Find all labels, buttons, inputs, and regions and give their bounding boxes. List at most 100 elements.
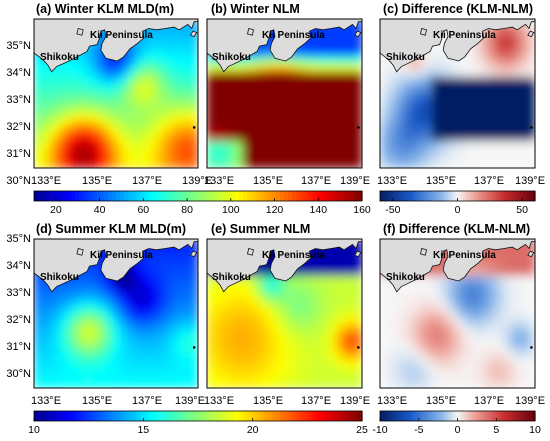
mld-cell <box>142 360 150 368</box>
mld-cell <box>472 329 479 336</box>
mld-cell <box>49 376 57 384</box>
mld-cell <box>273 344 280 352</box>
mld-cell <box>170 130 177 137</box>
mld-cell <box>216 156 223 164</box>
mld-cell <box>49 119 57 126</box>
mld-cell <box>39 146 46 153</box>
mld-cell <box>148 93 155 100</box>
mld-cell <box>488 275 495 283</box>
mld-cell <box>237 318 244 325</box>
mld-cell <box>216 302 223 309</box>
mld-cell <box>309 259 316 267</box>
mld-cell <box>441 254 448 261</box>
mld-cell <box>524 87 531 94</box>
mld-cell <box>211 344 218 352</box>
mld-cell <box>472 313 479 320</box>
mld-cell <box>519 109 526 116</box>
mld-cell <box>330 162 337 168</box>
mld-cell <box>493 146 500 153</box>
mld-cell <box>389 162 396 168</box>
mld-cell <box>405 313 412 320</box>
mld-cell <box>263 82 270 89</box>
mld-cell <box>66 376 73 384</box>
mld-cell <box>273 366 280 373</box>
label-kii-d: Kii Peninsula <box>90 250 153 261</box>
mld-cell <box>304 130 311 137</box>
mld-cell <box>88 103 95 110</box>
mld-cell <box>335 34 342 41</box>
mld-cell <box>335 366 342 373</box>
mld-cell <box>93 77 101 84</box>
mld-cell <box>340 323 347 330</box>
mld-cell <box>493 156 500 164</box>
mld-cell <box>181 119 188 126</box>
mld-cell <box>278 371 285 378</box>
mld-cell <box>503 350 510 357</box>
mld-cell <box>441 151 448 158</box>
mld-cell <box>258 270 265 277</box>
mld-cell <box>356 243 362 251</box>
mld-cell <box>55 344 62 352</box>
mld-cell <box>503 82 510 89</box>
mld-cell <box>93 140 101 148</box>
mld-cell <box>356 140 362 148</box>
mld-cell <box>181 55 188 63</box>
mld-cell <box>126 371 133 378</box>
mld-cell <box>55 156 62 164</box>
mld-cell <box>356 55 362 63</box>
mld-cell <box>400 130 407 137</box>
mld-cell <box>121 307 128 314</box>
mld-cell <box>309 376 316 384</box>
mld-cell <box>242 77 249 84</box>
mld-cell <box>110 140 117 148</box>
mld-cell <box>159 156 166 164</box>
mld-cell <box>175 307 183 314</box>
mld-cell <box>71 281 79 288</box>
mld-cell <box>110 371 117 378</box>
mld-cell <box>82 50 90 57</box>
mld-cell <box>524 34 531 41</box>
mld-cell <box>467 130 474 137</box>
mld-cell <box>186 313 194 320</box>
mld-cell <box>88 114 95 121</box>
mld-cell <box>211 371 218 378</box>
mld-cell <box>346 334 353 341</box>
mld-cell <box>446 156 453 164</box>
mld-cell <box>227 323 234 330</box>
mld-cell <box>93 366 101 373</box>
mld-cell <box>49 151 57 158</box>
mld-cell <box>346 114 353 121</box>
mld-cell <box>405 334 412 341</box>
mld-cell <box>325 355 332 362</box>
mld-cell <box>137 124 144 132</box>
mld-cell <box>389 286 396 293</box>
mld-cell <box>482 382 489 388</box>
mld-cell <box>472 275 479 283</box>
mld-cell <box>71 119 79 126</box>
mld-cell <box>508 249 515 256</box>
mld-cell <box>82 270 90 277</box>
mld-cell <box>289 334 296 341</box>
mld-cell <box>258 114 265 121</box>
mld-cell <box>503 29 510 36</box>
mld-cell <box>164 66 172 73</box>
mld-cell <box>289 156 296 164</box>
mld-cell <box>503 360 510 368</box>
mld-cell <box>356 146 362 153</box>
mld-cell <box>237 366 244 373</box>
mld-cell <box>258 162 265 168</box>
mld-cell <box>44 307 51 314</box>
mld-cell <box>66 366 73 373</box>
mld-cell <box>315 29 322 36</box>
mld-cell <box>380 61 386 68</box>
mld-cell <box>482 350 489 357</box>
mld-cell <box>137 286 144 293</box>
mld-cell <box>467 77 474 84</box>
mld-cell <box>426 291 433 298</box>
mld-cell <box>170 39 177 47</box>
mld-cell <box>304 55 311 63</box>
mld-cell <box>508 297 515 304</box>
mld-cell <box>115 119 122 126</box>
mld-cell <box>170 302 177 309</box>
mld-cell <box>431 329 438 336</box>
